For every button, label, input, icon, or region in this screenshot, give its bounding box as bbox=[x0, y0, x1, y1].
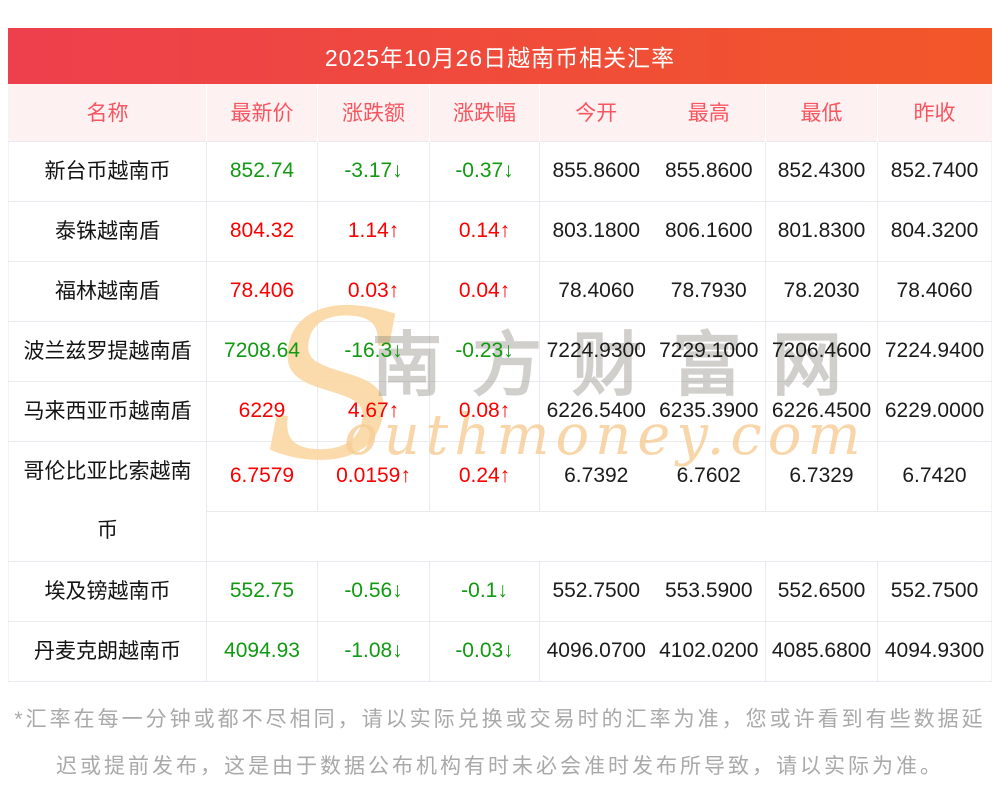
high-price: 4102.0200 bbox=[652, 620, 766, 681]
latest-price: 78.406 bbox=[206, 260, 318, 321]
disclaimer-text: *汇率在每一分钟或都不尽相同，请以实际兑换或交易时的汇率为准，您或许看到有些数据… bbox=[14, 707, 986, 778]
high-price: 7229.1000 bbox=[652, 320, 766, 381]
currency-name: 波兰兹罗提越南盾 bbox=[8, 320, 207, 381]
prev-close-price: 552.7500 bbox=[877, 560, 992, 621]
table-row: 马来西亚币越南盾 6229 4.67↑ 0.08↑ 6226.5400 6235.3900… bbox=[8, 380, 992, 441]
col-header-prev-close: 昨收 bbox=[877, 84, 992, 141]
empty-spacer-cell bbox=[206, 510, 992, 561]
col-header-high: 最高 bbox=[652, 84, 766, 141]
page-title: 2025年10月26日越南币相关汇率 bbox=[324, 45, 676, 71]
open-price: 855.8600 bbox=[539, 140, 653, 201]
change-percent: -0.37↓ bbox=[429, 140, 540, 201]
change-amount: -3.17↓ bbox=[317, 140, 430, 201]
latest-price: 4094.93 bbox=[206, 620, 318, 681]
prev-close-price: 852.7400 bbox=[877, 140, 992, 201]
low-price: 6226.4500 bbox=[765, 380, 878, 441]
change-amount: -0.56↓ bbox=[317, 560, 430, 621]
currency-name: 埃及镑越南币 bbox=[8, 560, 207, 621]
open-price: 552.7500 bbox=[539, 560, 653, 621]
col-header-change-percent: 涨跌幅 bbox=[429, 84, 540, 141]
change-amount: -16.3↓ bbox=[317, 320, 430, 381]
currency-name: 马来西亚币越南盾 bbox=[8, 380, 207, 441]
col-header-latest-price: 最新价 bbox=[206, 84, 318, 141]
change-percent: 0.14↑ bbox=[429, 200, 540, 261]
low-price: 6.7329 bbox=[765, 440, 878, 511]
change-percent: -0.03↓ bbox=[429, 620, 540, 681]
change-amount: -1.08↓ bbox=[317, 620, 430, 681]
table-row: 泰铢越南盾 804.32 1.14↑ 0.14↑ 803.1800 806.1600 801… bbox=[8, 200, 992, 261]
low-price: 4085.6800 bbox=[765, 620, 878, 681]
low-price: 78.2030 bbox=[765, 260, 878, 321]
table-row: 埃及镑越南币 552.75 -0.56↓ -0.1↓ 552.7500 553.5900 5… bbox=[8, 560, 992, 621]
currency-name: 泰铢越南盾 bbox=[8, 200, 207, 261]
change-amount: 1.14↑ bbox=[317, 200, 430, 261]
currency-name: 哥伦比亚比索越南币 bbox=[8, 440, 207, 561]
change-percent: 0.08↑ bbox=[429, 380, 540, 441]
latest-price: 552.75 bbox=[206, 560, 318, 621]
open-price: 6.7392 bbox=[539, 440, 653, 511]
change-percent: 0.04↑ bbox=[429, 260, 540, 321]
high-price: 6.7602 bbox=[652, 440, 766, 511]
currency-name: 新台币越南币 bbox=[8, 140, 207, 201]
change-amount: 0.03↑ bbox=[317, 260, 430, 321]
col-header-open: 今开 bbox=[539, 84, 653, 141]
latest-price: 852.74 bbox=[206, 140, 318, 201]
currency-name: 福林越南盾 bbox=[8, 260, 207, 321]
high-price: 553.5900 bbox=[652, 560, 766, 621]
table-row-spacer bbox=[9, 510, 992, 561]
change-percent: -0.1↓ bbox=[429, 560, 540, 621]
high-price: 806.1600 bbox=[652, 200, 766, 261]
col-header-change-amount: 涨跌额 bbox=[317, 84, 430, 141]
low-price: 801.8300 bbox=[765, 200, 878, 261]
low-price: 552.6500 bbox=[765, 560, 878, 621]
high-price: 78.7930 bbox=[652, 260, 766, 321]
open-price: 7224.9300 bbox=[539, 320, 653, 381]
high-price: 855.8600 bbox=[652, 140, 766, 201]
change-amount: 0.0159↑ bbox=[317, 440, 430, 511]
prev-close-price: 7224.9400 bbox=[877, 320, 992, 381]
prev-close-price: 78.4060 bbox=[877, 260, 992, 321]
table-row: 哥伦比亚比索越南币 6.7579 0.0159↑ 0.24↑ 6.7392 6.7602 6… bbox=[8, 440, 992, 561]
low-price: 7206.4600 bbox=[765, 320, 878, 381]
currency-name: 丹麦克朗越南币 bbox=[8, 620, 207, 681]
table-row: 新台币越南币 852.74 -3.17↓ -0.37↓ 855.8600 855.8600… bbox=[8, 140, 992, 201]
change-amount: 4.67↑ bbox=[317, 380, 430, 441]
latest-price: 6.7579 bbox=[206, 440, 318, 511]
title-bar: 2025年10月26日越南币相关汇率 bbox=[8, 28, 992, 84]
latest-price: 804.32 bbox=[206, 200, 318, 261]
table-row: 福林越南盾 78.406 0.03↑ 0.04↑ 78.4060 78.7930 78.20… bbox=[8, 260, 992, 321]
table-row: 丹麦克朗越南币 4094.93 -1.08↓ -0.03↓ 4096.0700 4102.… bbox=[8, 620, 992, 681]
change-percent: -0.23↓ bbox=[429, 320, 540, 381]
table-body: 新台币越南币 852.74 -3.17↓ -0.37↓ 855.8600 855.8600… bbox=[8, 140, 992, 681]
exchange-rate-table: 名称 最新价 涨跌额 涨跌幅 今开 最高 最低 昨收 新台币越南币 852.74-… bbox=[8, 84, 992, 682]
low-price: 852.4300 bbox=[765, 140, 878, 201]
latest-price: 6229 bbox=[206, 380, 318, 441]
latest-price: 7208.64 bbox=[206, 320, 318, 381]
change-percent: 0.24↑ bbox=[429, 440, 540, 511]
open-price: 6226.5400 bbox=[539, 380, 653, 441]
prev-close-price: 4094.9300 bbox=[877, 620, 992, 681]
high-price: 6235.3900 bbox=[652, 380, 766, 441]
table-row: 波兰兹罗提越南盾 7208.64 -16.3↓ -0.23↓ 7224.9300 7229… bbox=[8, 320, 992, 381]
open-price: 78.4060 bbox=[539, 260, 653, 321]
prev-close-price: 6229.0000 bbox=[877, 380, 992, 441]
col-header-name: 名称 bbox=[8, 84, 207, 141]
open-price: 4096.0700 bbox=[539, 620, 653, 681]
prev-close-price: 804.3200 bbox=[877, 200, 992, 261]
header-row: 名称 最新价 涨跌额 涨跌幅 今开 最高 最低 昨收 bbox=[8, 84, 992, 141]
col-header-low: 最低 bbox=[765, 84, 878, 141]
prev-close-price: 6.7420 bbox=[877, 440, 992, 511]
open-price: 803.1800 bbox=[539, 200, 653, 261]
